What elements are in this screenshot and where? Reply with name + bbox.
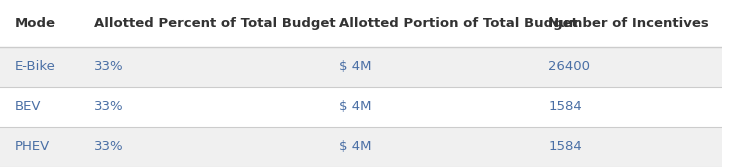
Text: BEV: BEV	[14, 100, 41, 113]
Text: $ 4M: $ 4M	[339, 140, 372, 153]
Bar	[0, 127, 722, 167]
Text: 1584: 1584	[548, 100, 583, 113]
Text: 33%: 33%	[94, 140, 124, 153]
Text: 33%: 33%	[94, 60, 124, 73]
Text: E-Bike: E-Bike	[14, 60, 55, 73]
Text: Allotted Percent of Total Budget: Allotted Percent of Total Budget	[94, 17, 336, 30]
Bar	[0, 87, 722, 127]
Bar	[0, 47, 722, 87]
Text: $ 4M: $ 4M	[339, 60, 372, 73]
Text: Allotted Portion of Total Budget: Allotted Portion of Total Budget	[339, 17, 578, 30]
Text: 33%: 33%	[94, 100, 124, 113]
Bar	[0, 0, 722, 47]
Text: Mode: Mode	[14, 17, 56, 30]
Text: 26400: 26400	[548, 60, 591, 73]
Text: 1584: 1584	[548, 140, 583, 153]
Text: Number of Incentives: Number of Incentives	[548, 17, 709, 30]
Text: $ 4M: $ 4M	[339, 100, 372, 113]
Text: PHEV: PHEV	[14, 140, 50, 153]
